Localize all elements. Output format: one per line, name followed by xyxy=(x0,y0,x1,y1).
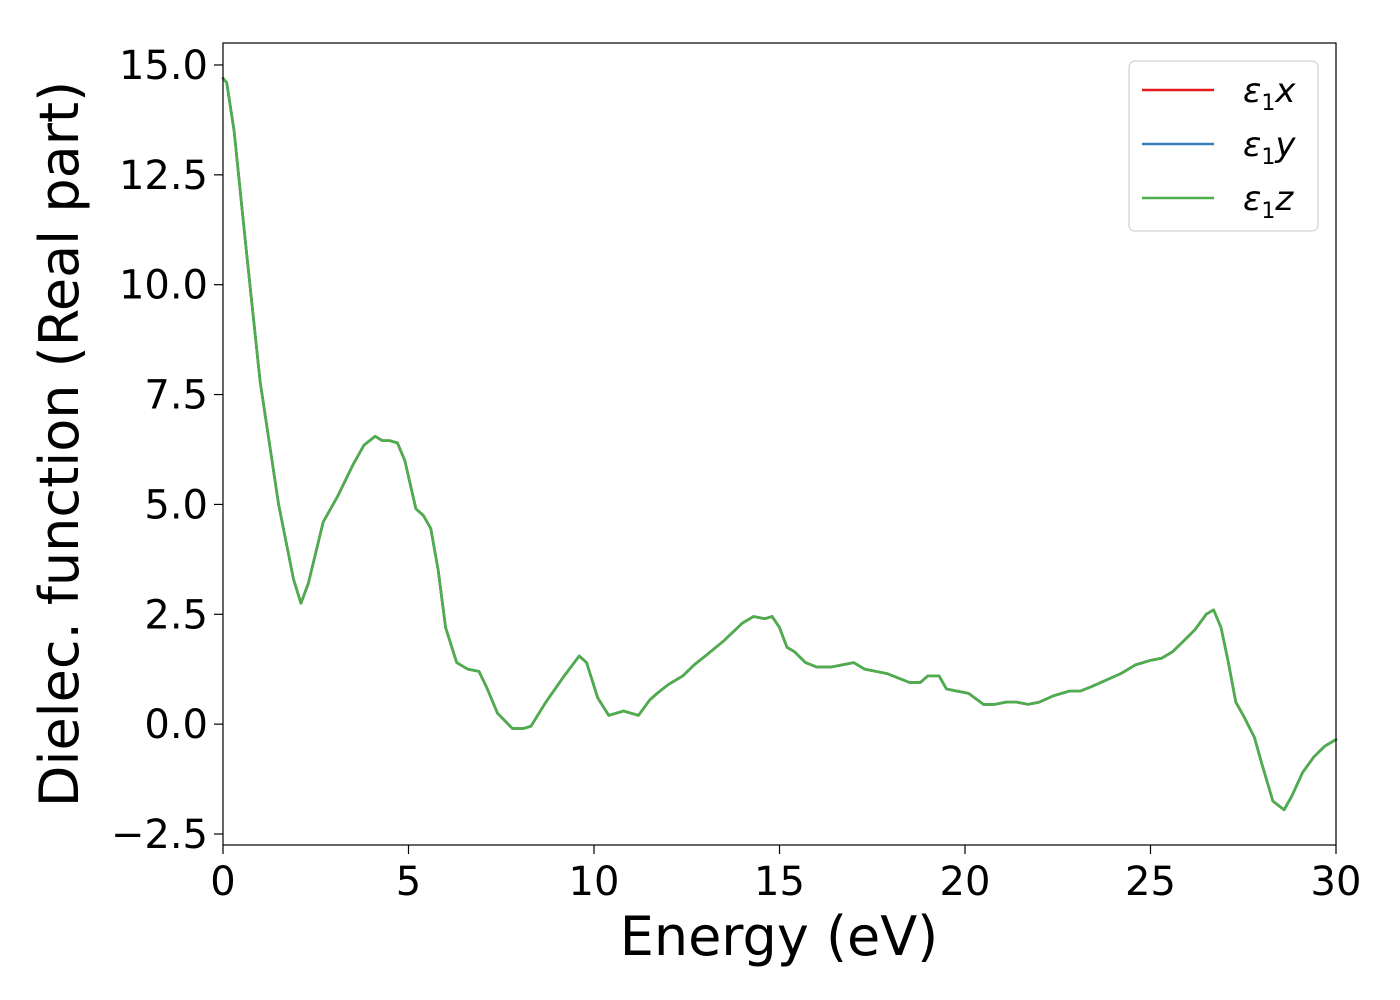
y-tick-label: 12.5 xyxy=(119,153,208,199)
x-axis: 0 5 10 15 20 25 30 xyxy=(210,845,1361,905)
y-axis-title: Dielec. function (Real part) xyxy=(28,81,91,807)
y-tick-label: 2.5 xyxy=(144,592,208,638)
x-tick-label: 15 xyxy=(754,859,805,905)
x-tick-label: 20 xyxy=(940,859,991,905)
x-tick-label: 0 xyxy=(210,859,235,905)
y-tick-label: 7.5 xyxy=(144,373,208,419)
legend-label-x: ε1x xyxy=(1243,71,1296,116)
x-tick-label: 5 xyxy=(396,859,421,905)
y-tick-label: 10.0 xyxy=(119,263,208,309)
series-layer xyxy=(221,76,1338,812)
legend: ε1x ε1y ε1z xyxy=(1128,60,1319,232)
legend-label-y: ε1y xyxy=(1243,125,1296,170)
y-tick-label: −2.5 xyxy=(111,812,208,858)
series-line-z xyxy=(221,76,1338,812)
y-tick-label: 5.0 xyxy=(144,482,208,528)
legend-label-z: ε1z xyxy=(1243,179,1294,224)
y-tick-label: 0.0 xyxy=(144,702,208,748)
x-tick-label: 10 xyxy=(569,859,620,905)
y-axis: −2.5 0.0 2.5 5.0 7.5 10.0 12.5 15.0 xyxy=(111,43,223,858)
legend-box xyxy=(1128,60,1319,232)
y-tick-label: 15.0 xyxy=(119,43,208,89)
x-tick-label: 30 xyxy=(1311,859,1362,905)
x-axis-title: Energy (eV) xyxy=(620,905,939,968)
x-tick-label: 25 xyxy=(1125,859,1176,905)
